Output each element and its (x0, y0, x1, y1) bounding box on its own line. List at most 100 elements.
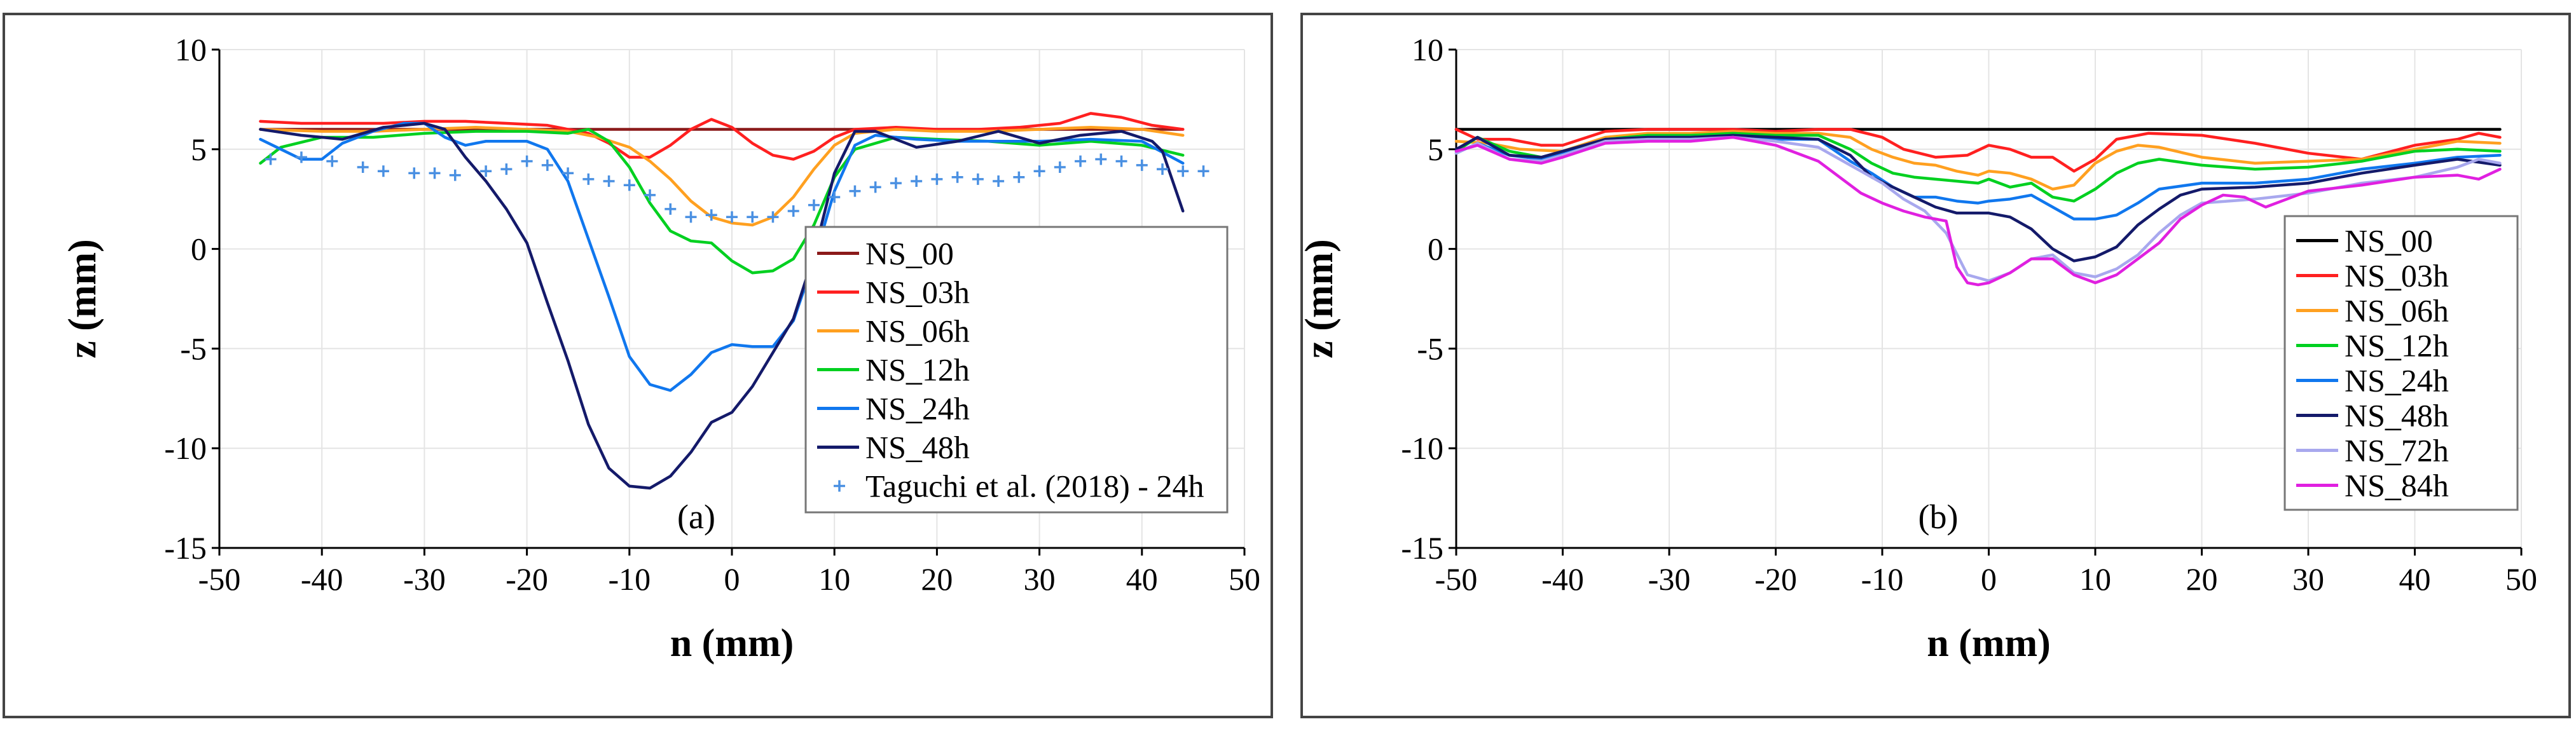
panel-label: (b) (1918, 498, 1959, 536)
x-tick-label: -20 (506, 561, 548, 597)
legend-label: NS_12h (2345, 328, 2449, 364)
data-point (1136, 159, 1148, 171)
data-point (1157, 163, 1169, 175)
x-tick-label: 0 (1981, 561, 1997, 597)
x-tick-label: -10 (608, 561, 651, 597)
legend-label: NS_06h (2345, 293, 2449, 329)
x-tick-label: 0 (724, 561, 740, 597)
x-tick-label: -50 (1435, 561, 1478, 597)
series-line-ns-06h (259, 126, 1185, 227)
legend-marker (834, 480, 845, 492)
data-point (326, 155, 338, 167)
x-tick-label: 30 (1024, 561, 1056, 597)
y-tick-label: -15 (1401, 530, 1443, 566)
series-line-ns-72h (1454, 135, 2502, 283)
data-point (726, 211, 738, 223)
y-tick-label: 10 (1412, 32, 1443, 67)
data-point (1177, 165, 1189, 177)
y-axis-title: z (mm) (61, 239, 104, 359)
data-point (562, 167, 574, 179)
data-point (1013, 171, 1025, 183)
data-point (1115, 155, 1127, 167)
data-point (429, 167, 441, 179)
y-tick-label: 0 (1428, 231, 1443, 267)
y-tick-label: -5 (1417, 331, 1443, 366)
panel-label: (a) (677, 498, 715, 536)
panel-a-plot: -50 -40 -30 -20 -10 0 10 20 30 40 50-15-10-50510n … (61, 32, 1260, 665)
data-point (1054, 161, 1066, 174)
data-point (869, 181, 881, 193)
data-point (808, 199, 820, 211)
data-point (377, 165, 389, 177)
legend-label: NS_72h (2345, 433, 2449, 468)
data-point (972, 173, 984, 185)
x-tick-label: 20 (2186, 561, 2218, 597)
x-tick-label: 50 (2505, 561, 2537, 597)
x-tick-label: 10 (818, 561, 850, 597)
y-tick-label: 0 (191, 231, 207, 267)
legend-label: NS_00 (2345, 223, 2433, 259)
data-point (541, 159, 553, 171)
data-point (1095, 153, 1107, 165)
data-point (1075, 155, 1087, 167)
legend-label: NS_00 (865, 236, 954, 271)
data-point (705, 209, 717, 221)
data-point (993, 175, 1005, 187)
series-line-ns-48h (1454, 133, 2502, 263)
x-tick-label: -50 (198, 561, 241, 597)
x-axis-title: n (mm) (670, 622, 794, 665)
data-point (449, 169, 461, 181)
y-tick-label: 5 (1428, 132, 1443, 167)
x-tick-label: 50 (1229, 561, 1260, 597)
series-line-ns-84h (1454, 135, 2502, 287)
data-point (644, 189, 656, 201)
legend-label: NS_06h (865, 313, 970, 349)
data-point (1033, 165, 1045, 177)
legend-label: NS_48h (865, 430, 970, 465)
panel-b: -50 -40 -30 -20 -10 0 10 20 30 40 50-15-10-50510n … (1298, 13, 2571, 718)
panel-a-frame (3, 13, 1273, 718)
y-tick-label: -15 (164, 530, 207, 566)
panel-a: -50 -40 -30 -20 -10 0 10 20 30 40 50-15-10-50510n … (3, 13, 1273, 718)
data-point (1197, 165, 1209, 177)
legend-label: NS_84h (2345, 468, 2449, 503)
data-point (911, 175, 923, 187)
y-tick-label: -10 (1401, 430, 1443, 466)
x-tick-label: -30 (403, 561, 446, 597)
legend-label: NS_03h (2345, 258, 2449, 294)
series-line-ns-03h (259, 112, 1185, 161)
data-point (951, 171, 963, 183)
data-point (582, 173, 595, 185)
panel-b-frame (1300, 13, 2571, 718)
data-point (829, 191, 841, 203)
data-point (931, 173, 943, 185)
y-tick-label: -10 (164, 430, 207, 466)
data-point (295, 151, 307, 163)
data-point (623, 179, 635, 191)
legend-label: Taguchi et al. (2018) - 24h (865, 468, 1204, 504)
y-axis-title: z (mm) (1298, 239, 1341, 359)
legend-label: NS_24h (865, 391, 970, 427)
data-point (849, 185, 861, 197)
y-tick-label: -5 (180, 331, 207, 366)
x-tick-label: 10 (2079, 561, 2111, 597)
data-point (521, 155, 533, 167)
data-point (747, 211, 759, 223)
data-point (480, 165, 492, 177)
y-tick-label: 5 (191, 132, 207, 167)
data-point (357, 161, 369, 174)
data-point (665, 203, 677, 215)
legend-label: NS_12h (865, 352, 970, 388)
series-line-ns-06h (1454, 130, 2502, 191)
legend-label: NS_03h (865, 275, 970, 310)
x-tick-label: -20 (1754, 561, 1797, 597)
data-point (265, 153, 277, 165)
x-axis-title: n (mm) (1927, 622, 2051, 665)
panel-b-plot: -50 -40 -30 -20 -10 0 10 20 30 40 50-15-10-50510n … (1298, 32, 2537, 665)
x-tick-label: 30 (2292, 561, 2324, 597)
x-tick-label: -40 (1541, 561, 1584, 597)
y-tick-label: 10 (175, 32, 207, 67)
series-line-ns-03h (1454, 128, 2502, 173)
x-tick-label: -30 (1648, 561, 1691, 597)
x-tick-label: 40 (1126, 561, 1158, 597)
